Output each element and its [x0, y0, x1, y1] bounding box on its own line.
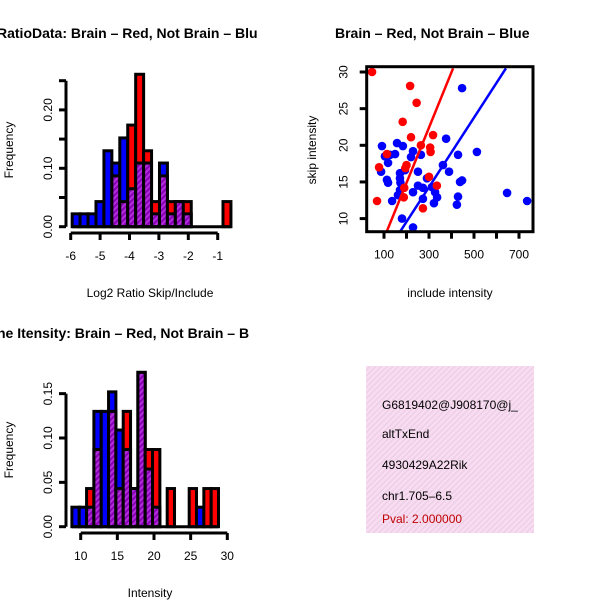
ratio-hist-bar-red [221, 200, 233, 229]
ratio-hist-x-tick-label: -2 [183, 249, 194, 263]
fit-line-red [385, 67, 455, 232]
scatter-point-blue [457, 176, 467, 185]
scatter-point-red [424, 172, 434, 182]
intensity-scatter: Brain – Red, Not Brain – Blue include in… [305, 25, 535, 300]
scatter-y-tick-label: 30 [337, 65, 351, 79]
info-line-location: chr1.705–6.5 [382, 489, 452, 503]
scatter-point-blue [406, 152, 416, 162]
scatter-point-red [401, 163, 410, 173]
scatter-point-red [426, 147, 435, 157]
scatter-point-blue [397, 214, 407, 223]
fit-line-blue [398, 67, 507, 232]
scatter-y-tick-label: 10 [337, 212, 351, 226]
scatter-point-blue [383, 158, 393, 168]
ratio-hist-x-tick-label: -1 [212, 249, 223, 263]
ratio-histogram: RatioData: Brain – Red, Not Brain – Blu … [0, 25, 258, 300]
scatter-point-blue [413, 167, 423, 176]
info-line-id: G6819402@J908170@j_ [382, 398, 518, 412]
scatter-point-red [398, 117, 407, 127]
intensity-hist-x-tick-label: 30 [221, 549, 235, 563]
scatter-x-tick-label: 500 [464, 248, 484, 262]
ratio-hist-x-tick-label: -5 [95, 249, 106, 263]
scatter-frame [365, 65, 535, 234]
ratio-hist-y-tick-label: 0.00 [41, 215, 55, 239]
intensity-hist-bar-red [165, 487, 177, 529]
scatter-point-red [432, 181, 442, 190]
scatter-x-tick-label: 100 [374, 248, 394, 262]
ratio-histogram-xlabel: Log2 Ratio Skip/Include [87, 286, 214, 300]
info-box-background [366, 366, 534, 533]
ratio-hist-y-tick-label: 0.10 [41, 156, 55, 180]
scatter-point-blue [383, 178, 393, 187]
scatter-point-blue [377, 141, 387, 151]
scatter-point-red [372, 196, 382, 206]
scatter-point-blue [453, 150, 463, 160]
scatter-point-blue [429, 198, 439, 208]
intensity-histogram-xlabel: Intensity [128, 586, 173, 600]
ratio-histogram-ylabel: Frequency [2, 122, 16, 179]
scatter-plot-area [367, 67, 532, 232]
scatter-title: Brain – Red, Not Brain – Blue [335, 25, 530, 41]
intensity-hist-x-tick-label: 15 [111, 549, 125, 563]
intensity-hist-x-tick-label: 25 [184, 549, 198, 563]
intensity-hist-y-tick-label: 0.05 [41, 470, 55, 494]
ratio-hist-x-tick-label: -3 [154, 249, 165, 263]
intensity-hist-x-tick-label: 20 [147, 549, 161, 563]
scatter-point-red [382, 149, 392, 159]
scatter-point-blue [502, 188, 512, 198]
scatter-point-red [405, 81, 415, 91]
scatter-point-blue [522, 196, 532, 206]
intensity-hist-x-tick-label: 10 [74, 549, 88, 563]
scatter-point-blue [387, 196, 397, 206]
scatter-point-blue [444, 167, 454, 176]
scatter-xlabel: include intensity [407, 286, 492, 300]
info-line-gene: 4930429A22Rik [382, 458, 468, 472]
ratio-hist-x-tick-label: -4 [124, 249, 135, 263]
info-box: G6819402@J908170@j_ altTxEnd 4930429A22R… [366, 366, 534, 533]
scatter-y-tick-label: 15 [337, 175, 351, 189]
scatter-point-blue [408, 223, 418, 232]
ratio-hist-bar-overlap [181, 212, 193, 229]
scatter-y-tick-label: 20 [337, 138, 351, 152]
info-pval: Pval: 2.000000 [382, 512, 462, 526]
intensity-histogram-title: ne Itensity: Brain – Red, Not Brain – B [0, 325, 249, 341]
scatter-point-red [428, 130, 438, 140]
scatter-point-blue [408, 187, 418, 197]
scatter-ylabel: skip intensity [305, 116, 319, 185]
intensity-histogram: ne Itensity: Brain – Red, Not Brain – B … [0, 325, 249, 600]
ratio-hist-y-tick-label: 0.20 [41, 98, 55, 122]
scatter-point-red [418, 204, 428, 213]
scatter-point-blue [472, 147, 482, 157]
scatter-point-blue [452, 200, 462, 209]
scatter-point-blue [453, 192, 463, 201]
scatter-point-blue [441, 134, 451, 144]
scatter-point-blue [418, 183, 428, 193]
scatter-point-red [406, 132, 416, 142]
scatter-point-blue [398, 141, 408, 151]
intensity-hist-y-tick-label: 0.00 [41, 515, 55, 539]
intensity-hist-y-tick-label: 0.15 [41, 382, 55, 406]
scatter-x-tick-label: 700 [509, 248, 529, 262]
scatter-point-red [367, 67, 377, 77]
ratio-histogram-title: RatioData: Brain – Red, Not Brain – Blu [0, 25, 258, 41]
intensity-histogram-ylabel: Frequency [2, 422, 16, 479]
intensity-hist-y-tick-label: 0.10 [41, 426, 55, 450]
scatter-point-red [412, 98, 421, 108]
intensity-hist-bar-overlap [151, 505, 162, 529]
scatter-point-blue [457, 83, 467, 93]
scatter-x-tick-label: 300 [419, 248, 439, 262]
intensity-hist-bar-red [209, 487, 221, 529]
ratio-hist-x-tick-label: -6 [65, 249, 76, 263]
info-line-type: altTxEnd [382, 427, 429, 441]
scatter-point-red [374, 162, 384, 172]
scatter-y-tick-label: 25 [337, 102, 351, 116]
